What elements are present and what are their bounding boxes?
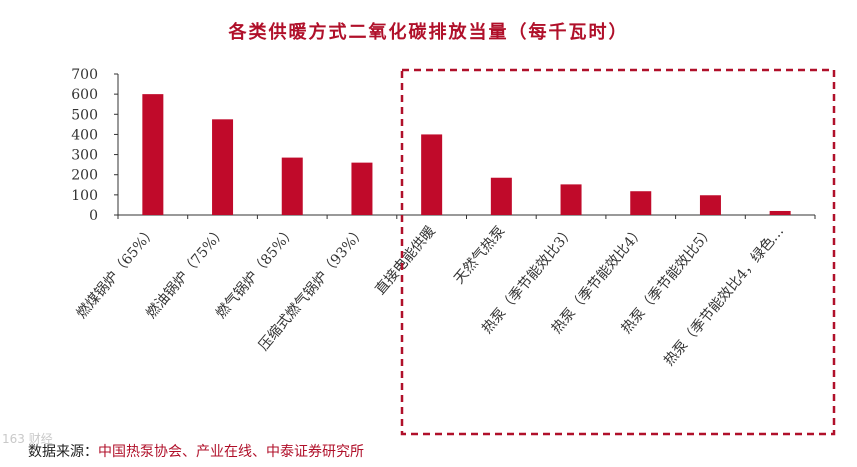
y-axis: 0 100 200 300 400 500 600 700 — [71, 67, 119, 224]
bar — [212, 119, 234, 215]
source-label: 数据来源： — [28, 444, 98, 460]
source-note: 数据来源：中国热泵协会、产业在线、中泰证券研究所 — [28, 441, 364, 461]
highlight-box — [400, 68, 836, 436]
bar — [560, 184, 582, 215]
bar — [142, 94, 164, 215]
x-tick-label: 热泵（季节能效比4，绿色… — [660, 223, 787, 369]
x-axis — [117, 214, 816, 219]
y-tick-label: 100 — [71, 188, 98, 204]
bar — [769, 210, 791, 215]
y-tick-label: 700 — [71, 67, 98, 83]
source-text: 中国热泵协会、产业在线、中泰证券研究所 — [98, 444, 364, 460]
watermark: 163 财经 — [2, 432, 53, 446]
x-tick-label: 直接电能供暖 — [372, 223, 439, 298]
bars — [142, 94, 791, 215]
chart-title: 各类供暖方式二氧化碳排放当量（每千瓦时） — [228, 22, 629, 43]
bar — [699, 195, 721, 215]
x-tick-label: 天然气热泵 — [450, 223, 508, 288]
y-tick-label: 600 — [71, 87, 98, 103]
y-tick-label: 0 — [89, 208, 98, 224]
y-tick-label: 300 — [71, 148, 98, 164]
bar — [421, 134, 443, 215]
bar — [281, 157, 303, 215]
bar — [630, 191, 652, 215]
y-tick-label: 400 — [71, 127, 98, 143]
y-tick-label: 200 — [71, 168, 98, 184]
bar — [490, 177, 512, 215]
bar — [351, 162, 373, 215]
y-tick-label: 500 — [71, 107, 98, 123]
x-tick-labels: 燃煤锅炉（65%）燃油锅炉（75%）燃气锅炉（85%）压缩式燃气锅炉（93%）直… — [73, 223, 787, 369]
